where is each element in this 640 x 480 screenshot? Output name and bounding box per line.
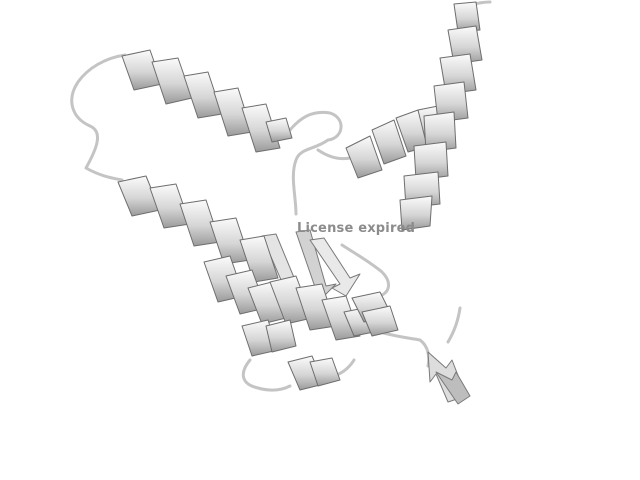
alpha-helices (117, 1, 483, 391)
loop-coils (70, 0, 492, 392)
